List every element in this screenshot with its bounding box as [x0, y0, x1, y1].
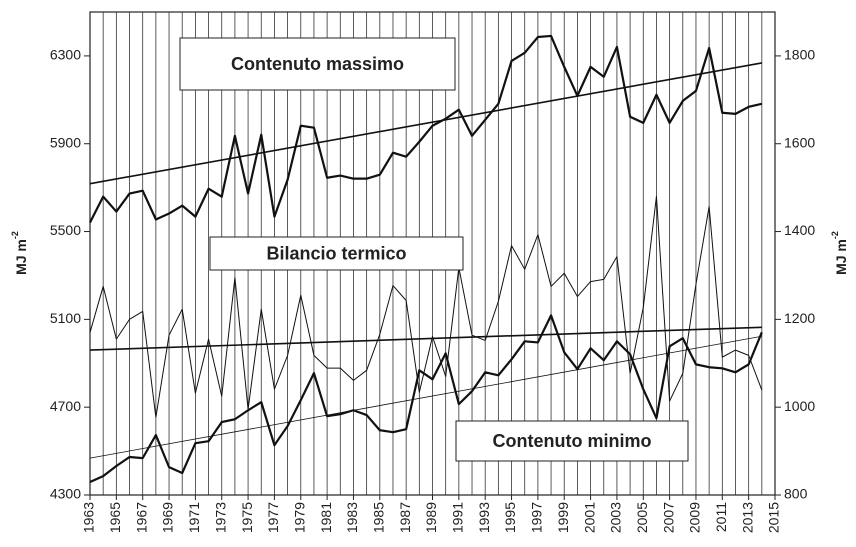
label-box [455, 420, 689, 462]
x-tick-label: 1973 [212, 502, 228, 533]
y2-tick-label: 1000 [784, 398, 815, 414]
x-tick-label: 2015 [766, 502, 782, 533]
x-tick-label: 2013 [739, 502, 755, 533]
x-tick-label: 1983 [344, 502, 360, 533]
x-tick-label: 2007 [660, 502, 676, 533]
y-tick-label: 5100 [50, 310, 81, 326]
y-tick-label: 5500 [50, 222, 81, 238]
x-tick-label: 1997 [529, 502, 545, 533]
series-label: Bilancio termico [266, 243, 406, 263]
x-tick-label: 2003 [608, 502, 624, 533]
x-tick-label: 1991 [450, 502, 466, 533]
y-axis-title-sup: -2 [10, 231, 20, 239]
series-line [89, 34, 763, 224]
label-box [179, 37, 456, 91]
x-tick-label: 1989 [423, 502, 439, 533]
y-tick-label: 4700 [50, 398, 81, 414]
y-tick-label: 5900 [50, 134, 81, 150]
x-tick-label: 1987 [397, 502, 413, 533]
series-label: Contenuto massimo [231, 54, 404, 74]
series-label-box: Contenuto minimo [455, 420, 689, 462]
x-tick-label: 1995 [502, 502, 518, 533]
y-axis-title: MJ m-2 [10, 231, 28, 275]
x-tick-label: 1985 [371, 502, 387, 533]
y-tick-label: 4300 [50, 486, 81, 502]
series-label-box: Bilancio termico [209, 236, 464, 271]
x-tick-label: 1975 [239, 502, 255, 533]
y2-tick-label: 1400 [784, 222, 815, 238]
trend-line [89, 335, 762, 459]
x-tick-label: 2009 [687, 502, 703, 533]
y2-axis-title-main: MJ m [833, 239, 849, 275]
x-tick-label: 2011 [713, 502, 729, 532]
y-axis-title-main: MJ m [13, 239, 29, 275]
x-tick-label: 1963 [81, 502, 97, 533]
y2-axis-title-sup: -2 [830, 231, 840, 239]
x-tick-label: 1979 [291, 502, 307, 533]
series-line [89, 195, 763, 418]
x-tick-label: 2005 [634, 502, 650, 533]
x-tick-label: 1993 [476, 502, 492, 533]
trend-line [89, 62, 762, 185]
x-tick-label: 1981 [318, 502, 334, 533]
y2-tick-label: 800 [784, 486, 808, 502]
y-tick-label: 6300 [50, 47, 81, 63]
x-tick-label: 1977 [265, 502, 281, 533]
x-tick-label: 1999 [555, 502, 571, 533]
x-tick-label: 2001 [581, 502, 597, 533]
label-box [209, 236, 464, 271]
trend-line [89, 326, 762, 351]
x-tick-label: 1965 [107, 502, 123, 533]
y2-tick-label: 1600 [784, 134, 815, 150]
series-line [89, 314, 763, 484]
x-tick-label: 1971 [186, 502, 202, 533]
x-tick-label: 1967 [133, 502, 149, 533]
x-tick-label: 1969 [160, 502, 176, 533]
y2-tick-label: 1800 [784, 47, 815, 63]
series-label: Contenuto minimo [493, 431, 652, 451]
series-label-box: Contenuto massimo [179, 37, 456, 91]
y2-axis-title: MJ m-2 [830, 231, 848, 275]
y2-tick-label: 1200 [784, 310, 815, 326]
